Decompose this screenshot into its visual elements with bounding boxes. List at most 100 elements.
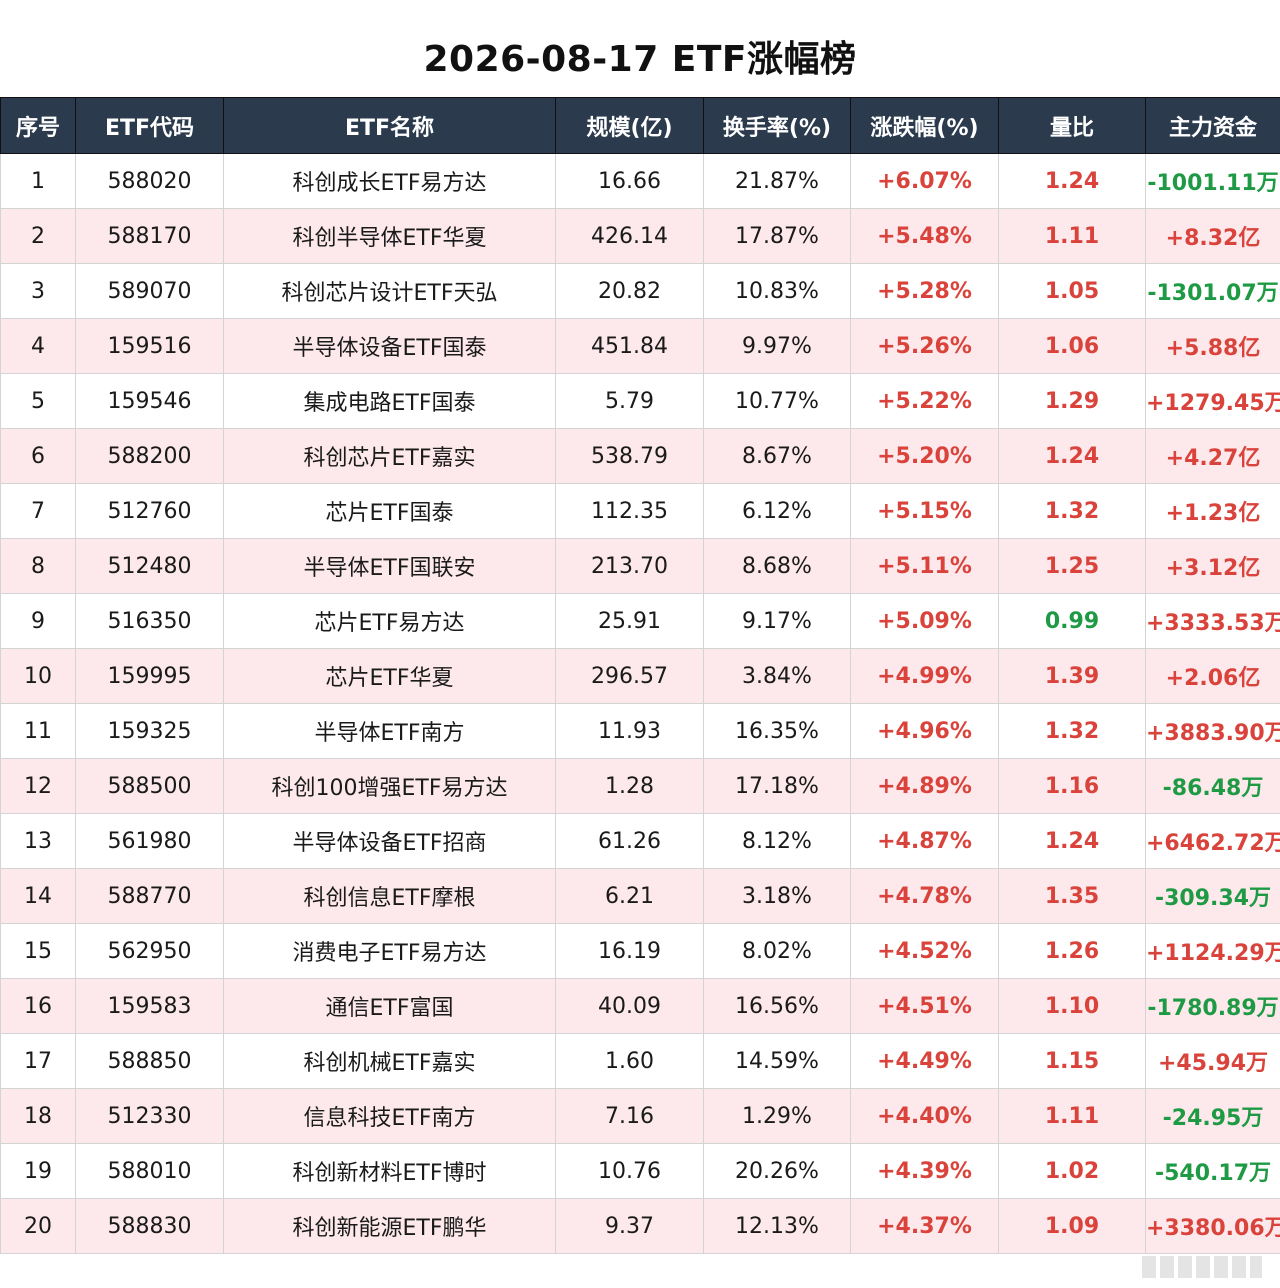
cell-rank: 20 <box>0 1198 76 1254</box>
cell-main-flow: +8.32亿 <box>1145 208 1280 264</box>
cell-name: 芯片ETF国泰 <box>223 483 556 539</box>
cell-turnover: 3.18% <box>703 868 851 924</box>
cell-turnover: 14.59% <box>703 1033 851 1089</box>
cell-code: 561980 <box>75 813 224 869</box>
cell-scale: 16.19 <box>555 923 704 979</box>
cell-name: 科创芯片设计ETF天弘 <box>223 263 556 319</box>
cell-main-flow: -24.95万 <box>1145 1088 1280 1144</box>
table-row: 5 159546 集成电路ETF国泰 5.79 10.77% +5.22% 1.29 +127… <box>0 373 1280 429</box>
cell-name: 信息科技ETF南方 <box>223 1088 556 1144</box>
page-title: 2026-08-17 ETF涨幅榜 <box>423 39 857 80</box>
table-row: 13 561980 半导体设备ETF招商 61.26 8.12% +4.87% 1.24 +6… <box>0 813 1280 869</box>
cell-change: +4.37% <box>850 1198 999 1254</box>
cell-turnover: 12.13% <box>703 1198 851 1254</box>
cell-volume-ratio: 1.11 <box>998 1088 1146 1144</box>
cell-name: 半导体设备ETF国泰 <box>223 318 556 374</box>
cell-scale: 112.35 <box>555 483 704 539</box>
cell-change: +4.78% <box>850 868 999 924</box>
cell-rank: 8 <box>0 538 76 594</box>
cell-code: 562950 <box>75 923 224 979</box>
cell-name: 科创半导体ETF华夏 <box>223 208 556 264</box>
cell-change: +4.96% <box>850 703 999 759</box>
table-row: 10 159995 芯片ETF华夏 296.57 3.84% +4.99% 1.39 +2.0… <box>0 648 1280 704</box>
cell-code: 512330 <box>75 1088 224 1144</box>
cell-change: +5.26% <box>850 318 999 374</box>
cell-turnover: 10.77% <box>703 373 851 429</box>
cell-volume-ratio: 1.06 <box>998 318 1146 374</box>
cell-code: 159583 <box>75 978 224 1034</box>
header-main-flow: 主力资金 <box>1145 97 1280 154</box>
cell-main-flow: -86.48万 <box>1145 758 1280 814</box>
cell-name: 科创信息ETF摩根 <box>223 868 556 924</box>
table-row: 15 562950 消费电子ETF易方达 16.19 8.02% +4.52% 1.26 +1… <box>0 923 1280 979</box>
cell-scale: 40.09 <box>555 978 704 1034</box>
cell-name: 半导体ETF南方 <box>223 703 556 759</box>
cell-volume-ratio: 1.35 <box>998 868 1146 924</box>
cell-rank: 13 <box>0 813 76 869</box>
cell-rank: 3 <box>0 263 76 319</box>
etf-ranking-table: 序号 ETF代码 ETF名称 规模(亿) 换手率(%) 涨跌幅(%) 量比 主力… <box>0 97 1280 1254</box>
table-row: 8 512480 半导体ETF国联安 213.70 8.68% +5.11% 1.25 +3.… <box>0 538 1280 594</box>
cell-scale: 11.93 <box>555 703 704 759</box>
cell-code: 588010 <box>75 1143 224 1199</box>
table-row: 14 588770 科创信息ETF摩根 6.21 3.18% +4.78% 1.35 -309… <box>0 868 1280 924</box>
cell-name: 科创新能源ETF鹏华 <box>223 1198 556 1254</box>
cell-change: +5.09% <box>850 593 999 649</box>
cell-turnover: 9.17% <box>703 593 851 649</box>
cell-scale: 16.66 <box>555 153 704 209</box>
cell-main-flow: +3333.53万 <box>1145 593 1280 649</box>
cell-name: 通信ETF富国 <box>223 978 556 1034</box>
cell-change: +5.28% <box>850 263 999 319</box>
cell-rank: 19 <box>0 1143 76 1199</box>
cell-volume-ratio: 1.32 <box>998 483 1146 539</box>
cell-rank: 11 <box>0 703 76 759</box>
table-row: 20 588830 科创新能源ETF鹏华 9.37 12.13% +4.37% 1.09 +3… <box>0 1198 1280 1254</box>
cell-volume-ratio: 1.26 <box>998 923 1146 979</box>
cell-code: 159325 <box>75 703 224 759</box>
cell-main-flow: +1124.29万 <box>1145 923 1280 979</box>
header-rank: 序号 <box>0 97 76 154</box>
cell-scale: 20.82 <box>555 263 704 319</box>
cell-volume-ratio: 1.11 <box>998 208 1146 264</box>
cell-volume-ratio: 1.15 <box>998 1033 1146 1089</box>
cell-change: +5.20% <box>850 428 999 484</box>
cell-volume-ratio: 1.24 <box>998 153 1146 209</box>
cell-volume-ratio: 1.02 <box>998 1143 1146 1199</box>
table-row: 6 588200 科创芯片ETF嘉实 538.79 8.67% +5.20% 1.24 +4.… <box>0 428 1280 484</box>
cell-scale: 7.16 <box>555 1088 704 1144</box>
cell-name: 科创机械ETF嘉实 <box>223 1033 556 1089</box>
cell-volume-ratio: 1.29 <box>998 373 1146 429</box>
cell-name: 芯片ETF华夏 <box>223 648 556 704</box>
cell-code: 589070 <box>75 263 224 319</box>
cell-main-flow: +5.88亿 <box>1145 318 1280 374</box>
cell-scale: 10.76 <box>555 1143 704 1199</box>
cell-volume-ratio: 1.05 <box>998 263 1146 319</box>
cell-rank: 1 <box>0 153 76 209</box>
table-header-row: 序号 ETF代码 ETF名称 规模(亿) 换手率(%) 涨跌幅(%) 量比 主力… <box>0 97 1280 154</box>
cell-change: +5.48% <box>850 208 999 264</box>
cell-name: 科创芯片ETF嘉实 <box>223 428 556 484</box>
table-row: 17 588850 科创机械ETF嘉实 1.60 14.59% +4.49% 1.15 +45… <box>0 1033 1280 1089</box>
cell-code: 516350 <box>75 593 224 649</box>
cell-change: +5.22% <box>850 373 999 429</box>
table-row: 3 589070 科创芯片设计ETF天弘 20.82 10.83% +5.28% 1.05-… <box>0 263 1280 319</box>
cell-turnover: 8.67% <box>703 428 851 484</box>
cell-code: 159995 <box>75 648 224 704</box>
cell-turnover: 21.87% <box>703 153 851 209</box>
cell-scale: 5.79 <box>555 373 704 429</box>
cell-main-flow: +1279.45万 <box>1145 373 1280 429</box>
table-row: 7 512760 芯片ETF国泰 112.35 6.12% +5.15% 1.32 +1.23… <box>0 483 1280 539</box>
cell-turnover: 8.68% <box>703 538 851 594</box>
cell-code: 159516 <box>75 318 224 374</box>
table-row: 1 588020 科创成长ETF易方达 16.66 21.87% +6.07% 1.24 -1… <box>0 153 1280 209</box>
cell-main-flow: +4.27亿 <box>1145 428 1280 484</box>
header-turnover: 换手率(%) <box>703 97 851 154</box>
cell-turnover: 20.26% <box>703 1143 851 1199</box>
table-row: 12 588500 科创100增强ETF易方达 1.28 17.18% +4.89% 1.1… <box>0 758 1280 814</box>
cell-scale: 6.21 <box>555 868 704 924</box>
cell-main-flow: -309.34万 <box>1145 868 1280 924</box>
cell-name: 半导体ETF国联安 <box>223 538 556 594</box>
cell-code: 588200 <box>75 428 224 484</box>
cell-code: 588500 <box>75 758 224 814</box>
cell-name: 消费电子ETF易方达 <box>223 923 556 979</box>
